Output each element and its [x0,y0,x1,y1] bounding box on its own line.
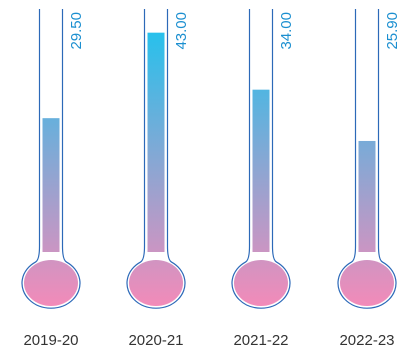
thermometer-2021-22: 34.00 2021-22 [231,9,295,349]
thermometer-outline-2021-22 [231,9,291,309]
thermometer-2022-23: 25.90 2022-23 [337,9,401,349]
thermometer-outline-2022-23 [337,9,397,309]
thermometer-fill-2020-21 [147,32,165,252]
thermometer-fill-2019-20 [42,118,60,253]
thermometer-outline-2019-20 [21,9,81,309]
thermometer-bulb-fill-2020-21 [129,260,183,306]
thermometer-fill-2022-23 [358,140,376,252]
value-label-2019-20: 29.50 [68,12,85,50]
value-label-2021-22: 34.00 [278,12,295,50]
category-label-2019-20: 2019-20 [23,332,78,349]
thermometer-2020-21: 43.00 2020-21 [126,9,190,349]
thermometer-bulb-fill-2019-20 [24,260,78,306]
thermometer-bulb-fill-2022-23 [340,260,394,306]
thermometer-bulb-fill-2021-22 [234,260,288,306]
category-label-2022-23: 2022-23 [339,332,394,349]
thermometer-2019-20: 29.50 2019-20 [21,9,85,349]
thermometer-fill-2021-22 [252,89,270,253]
category-label-2021-22: 2021-22 [233,332,288,349]
value-label-2022-23: 25.90 [384,12,401,50]
category-label-2020-21: 2020-21 [128,332,183,349]
thermometer-outline-2020-21 [126,9,186,309]
value-label-2020-21: 43.00 [173,12,190,50]
